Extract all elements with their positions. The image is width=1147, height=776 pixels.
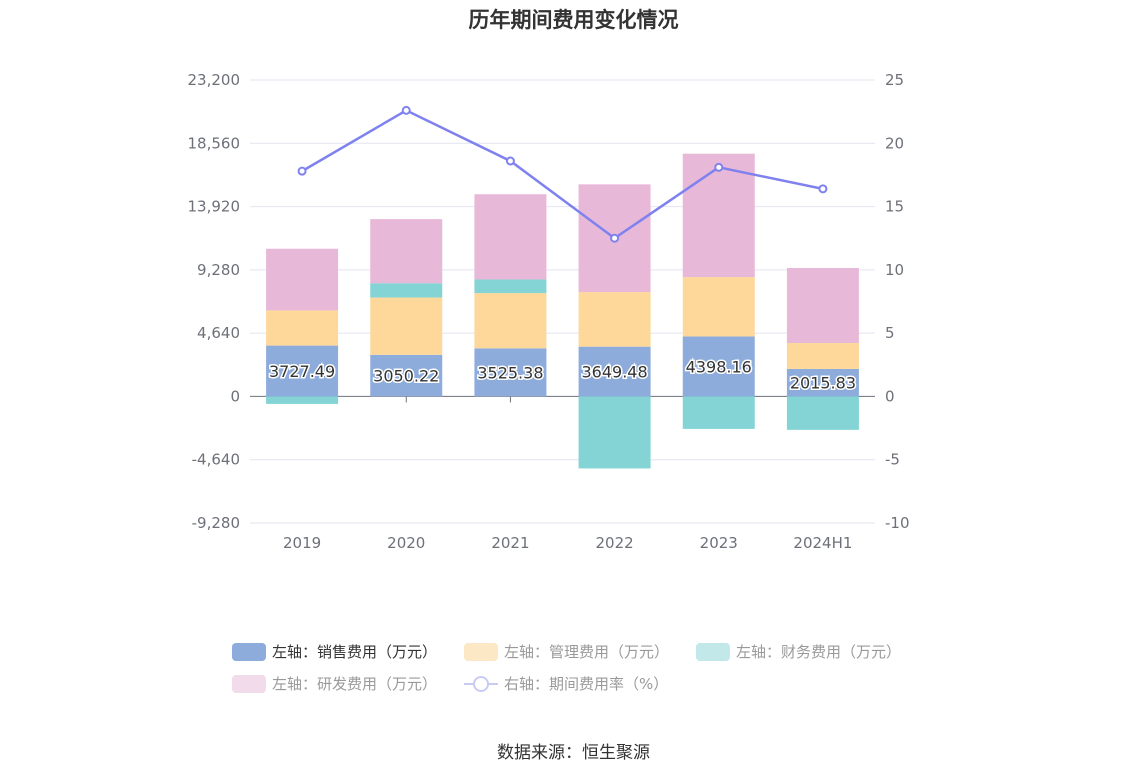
y-right-tick-label: 15 <box>885 198 904 216</box>
bar-rd <box>474 194 547 280</box>
y-right-tick-label: 5 <box>885 324 895 342</box>
legend-item-admin[interactable]: 左轴：管理费用（万元） <box>464 641 669 662</box>
chart-plot: -9,280 -4,640 0 4,640 9,280 13,920 18,560 23,20… <box>188 71 910 552</box>
point-rate <box>297 166 307 176</box>
bar-admin <box>578 292 651 347</box>
legend-item-finance[interactable]: 左轴：财务费用（万元） <box>696 641 901 662</box>
bar-rd <box>370 219 443 284</box>
point-rate <box>505 156 515 166</box>
legend-swatch-rate <box>464 675 498 693</box>
legend-swatch-admin <box>464 642 498 661</box>
data-label-sales: 3727.49 <box>269 362 335 381</box>
bar-rd <box>786 268 859 344</box>
y-right-tick-label: -10 <box>885 514 910 532</box>
x-tick-label: 2023 <box>700 534 738 552</box>
x-tick-label: 2021 <box>491 534 529 552</box>
x-tick-label: 2024H1 <box>793 534 852 552</box>
bar-sales <box>682 336 755 397</box>
legend-item-rate[interactable]: 右轴：期间费用率（%） <box>464 673 668 694</box>
y-left-tick-label: 0 <box>230 387 240 405</box>
y-left-tick-label: 9,280 <box>197 261 240 279</box>
chart-title: 历年期间费用变化情况 <box>468 8 679 32</box>
bar-admin <box>370 297 443 355</box>
data-label-sales: 4398.16 <box>686 357 752 376</box>
bar-admin <box>266 310 339 346</box>
legend-label-admin: 左轴：管理费用（万元） <box>504 643 670 661</box>
legend-label-finance: 左轴：财务费用（万元） <box>736 643 902 661</box>
point-rate <box>714 162 724 172</box>
y-right-tick-label: 25 <box>885 71 904 89</box>
data-label-sales: 2015.83 <box>790 374 856 393</box>
data-label-sales: 3649.48 <box>581 363 647 382</box>
y-left-tick-label: -4,640 <box>192 451 240 469</box>
bar-finance <box>474 279 547 294</box>
bar-admin <box>474 293 547 349</box>
y-left-tick-label: 13,920 <box>188 198 241 216</box>
y-left-tick-label: 4,640 <box>197 324 240 342</box>
y-left-tick-label: -9,280 <box>192 514 240 532</box>
bar-finance <box>682 396 755 429</box>
point-rate <box>401 105 411 115</box>
bar-admin <box>682 277 755 337</box>
bar-finance <box>578 396 651 469</box>
legend-item-sales[interactable]: 左轴：销售费用（万元） <box>232 641 437 662</box>
y-left-tick-label: 23,200 <box>188 71 241 89</box>
bar-sales <box>578 346 651 397</box>
y-right-tick-label: 0 <box>885 387 895 405</box>
data-label-sales: 3525.38 <box>477 363 543 382</box>
bar-sales <box>370 354 443 397</box>
point-rate <box>610 233 620 243</box>
legend-label-sales: 左轴：销售费用（万元） <box>272 643 438 661</box>
point-rate <box>818 184 828 194</box>
bar-finance <box>266 396 339 404</box>
x-tick-label: 2020 <box>387 534 425 552</box>
bar-rd <box>682 153 755 278</box>
legend-swatch-finance <box>696 642 730 661</box>
series-line-rate <box>301 108 824 240</box>
legend-item-rd[interactable]: 左轴：研发费用（万元） <box>232 673 437 694</box>
legend-swatch-rd <box>232 674 266 693</box>
legend-label-rate: 右轴：期间费用率（%） <box>504 675 669 693</box>
legend-swatch-sales <box>232 642 266 661</box>
y-right-tick-label: 20 <box>885 134 904 152</box>
bar-finance <box>786 396 859 430</box>
y-right-tick-label: 10 <box>885 261 904 279</box>
data-label-sales: 3050.22 <box>373 367 439 386</box>
bar-finance <box>370 283 443 298</box>
source-note: 数据来源：恒生聚源 <box>497 743 650 763</box>
bar-sales <box>786 368 859 397</box>
bar-sales <box>266 345 339 397</box>
y-right-tick-label: -5 <box>885 451 900 469</box>
bar-sales <box>474 348 547 397</box>
bar-rd <box>266 248 339 311</box>
y-left-tick-label: 18,560 <box>188 134 241 152</box>
bar-admin <box>786 343 859 369</box>
x-tick-label: 2019 <box>283 534 321 552</box>
legend-label-rd: 左轴：研发费用（万元） <box>272 675 438 693</box>
x-tick-label: 2022 <box>595 534 633 552</box>
